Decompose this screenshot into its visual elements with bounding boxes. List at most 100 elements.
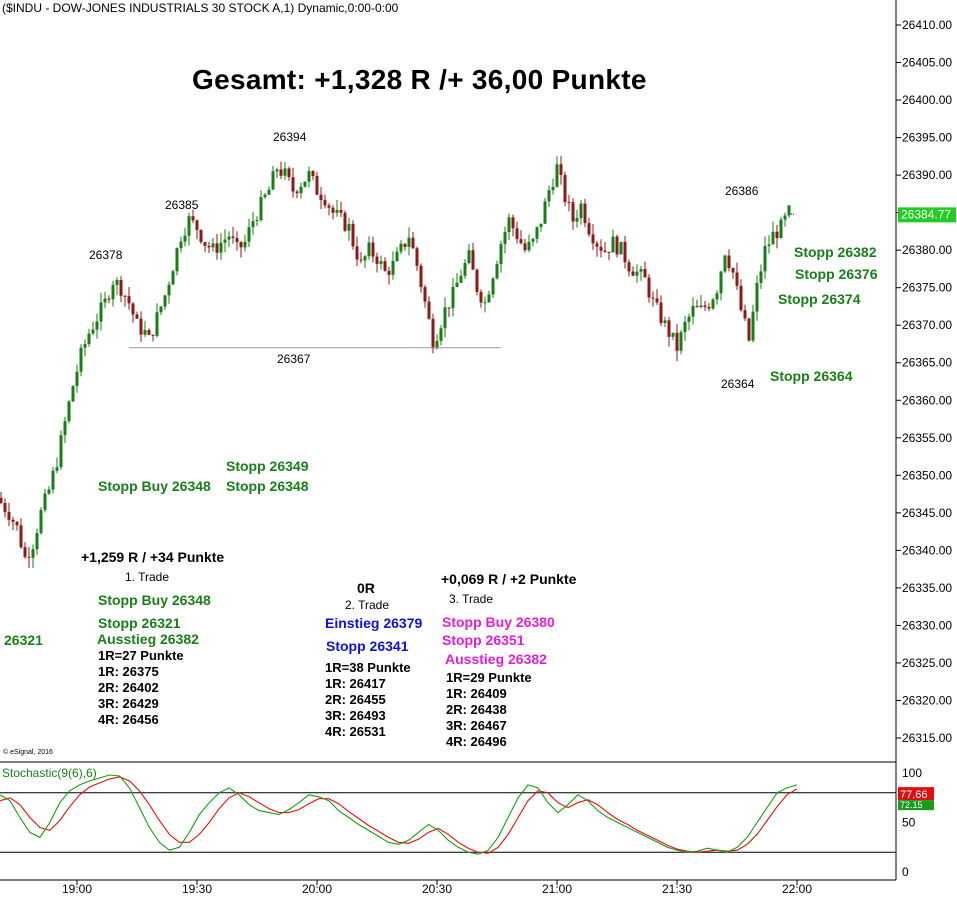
candle-body: [379, 261, 383, 264]
candle-body: [547, 190, 551, 202]
candle-body: [647, 277, 651, 298]
candle-body: [591, 234, 595, 244]
candle-body: [387, 270, 391, 275]
candle-body: [395, 251, 399, 261]
candle-body: [87, 333, 91, 345]
candle-body: [259, 197, 263, 221]
candle-body: [495, 264, 499, 279]
stochastic-label: Stochastic(9(6),6): [2, 766, 97, 780]
candle-body: [727, 255, 731, 269]
candle-body: [519, 239, 523, 244]
stoch-k-value: 72.15: [900, 800, 923, 810]
candle-body: [447, 307, 451, 309]
candle-body: [343, 212, 347, 231]
candle-body: [595, 243, 599, 247]
candle-body: [643, 269, 647, 278]
candle-body: [291, 177, 295, 192]
price-tick-label: 26355.00: [902, 431, 952, 445]
candle-body: [703, 305, 707, 307]
candle-body: [335, 209, 339, 213]
candle-body: [631, 271, 635, 276]
candle-body: [787, 205, 791, 216]
candle-body: [55, 467, 59, 471]
candle-body: [671, 332, 675, 337]
trade3-r-line: 1R=29 Punkte: [446, 670, 532, 685]
label-stop-26374: Stopp 26374: [778, 291, 861, 307]
candle-body: [367, 242, 371, 257]
candle-body: [767, 244, 771, 246]
candle-body: [303, 181, 307, 187]
last-price-marker: 26384.77: [898, 207, 956, 223]
candle-body: [487, 294, 491, 303]
candle-body: [659, 302, 663, 324]
candle-body: [35, 532, 39, 550]
time-tick-label: 19:30: [182, 882, 212, 896]
candle-body: [83, 344, 87, 348]
stoch-d-value: 77.66: [900, 789, 928, 801]
price-tick-label: 26340.00: [902, 543, 952, 557]
candle-body: [323, 200, 327, 206]
candle-body: [227, 236, 231, 240]
candle-body: [571, 202, 575, 222]
candle-body: [475, 269, 479, 292]
candle-body: [307, 171, 311, 182]
candle-body: [183, 235, 187, 242]
candle-body: [235, 237, 239, 243]
trade3-r-line: 2R: 26438: [446, 702, 507, 717]
candle-body: [715, 293, 719, 300]
candle-body: [707, 306, 711, 309]
label-stop-buy-26348: Stopp Buy 26348: [98, 478, 211, 494]
candle-body: [667, 320, 671, 337]
candle-body: [467, 250, 471, 264]
candle-body: [435, 340, 439, 349]
candle-body: [255, 220, 259, 222]
candle-body: [459, 275, 463, 283]
candle-body: [95, 321, 99, 330]
candle-body: [371, 242, 375, 257]
candle-body: [583, 203, 587, 224]
candle-body: [27, 556, 31, 558]
candle-body: [315, 176, 319, 195]
candle-body: [163, 295, 167, 307]
candle-body: [339, 209, 343, 213]
candle-body: [319, 194, 323, 201]
candle-body: [779, 219, 783, 239]
candle-body: [167, 284, 171, 296]
label-high-26378: 26378: [89, 248, 123, 262]
candle-body: [775, 231, 779, 239]
candle-body: [143, 330, 147, 335]
price-tick-label: 26345.00: [902, 506, 952, 520]
trade1-r-line: 2R: 26402: [98, 680, 159, 695]
trade3-stop-buy: Stopp Buy 26380: [442, 614, 555, 630]
candle-body: [67, 401, 71, 422]
candle-body: [347, 223, 351, 231]
price-tick-label: 26365.00: [902, 356, 952, 370]
candle-body: [759, 271, 763, 283]
trade1-r-list: 1R=27 Punkte 1R: 26375 2R: 26402 3R: 264…: [98, 648, 184, 728]
candle-body: [723, 255, 727, 272]
candle-body: [463, 263, 467, 276]
candle-body: [159, 306, 163, 313]
candle-body: [19, 525, 23, 548]
trade3-r-line: 3R: 26467: [446, 718, 507, 733]
candle-body: [695, 306, 699, 308]
trade1-r-line: 1R: 26375: [98, 664, 159, 679]
candle-body: [615, 236, 619, 255]
candle-body: [59, 435, 63, 468]
candle-body: [15, 521, 19, 526]
candle-body: [635, 271, 639, 276]
candle-body: [139, 318, 143, 335]
candle-body: [267, 189, 271, 195]
candle-body: [419, 265, 423, 288]
candle-body: [383, 261, 387, 271]
candle-body: [251, 221, 255, 228]
candle-body: [107, 298, 111, 300]
candle-body: [11, 519, 15, 522]
candle-body: [31, 549, 35, 558]
candle-body: [123, 295, 127, 297]
candle-body: [351, 223, 355, 247]
trade2-r-line: 4R: 26531: [325, 724, 386, 739]
price-tick-label: 26395.00: [902, 131, 952, 145]
